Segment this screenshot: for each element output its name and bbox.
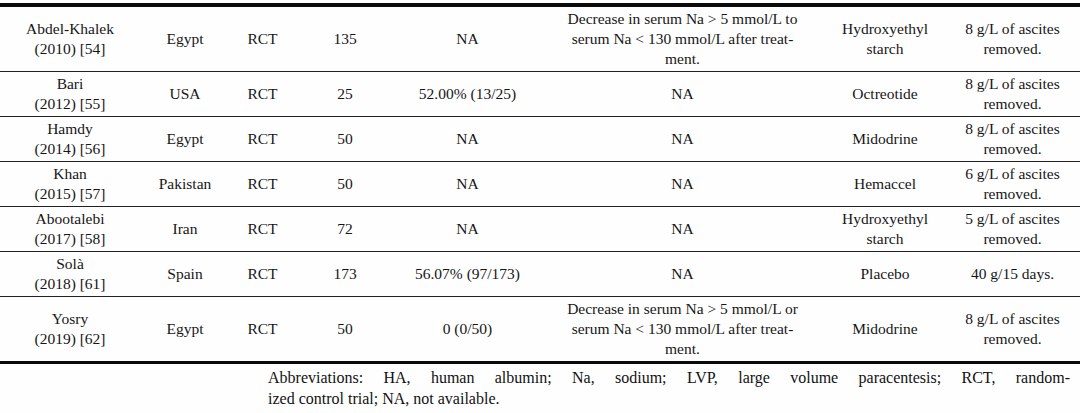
cell-study: Hamdy (2014) [56] <box>0 117 140 162</box>
cell-design: RCT <box>230 72 295 117</box>
abbreviations-footnote: Abbreviations: HA, human albumin; Na, so… <box>268 367 1070 409</box>
cell-response-rate: 52.00% (13/25) <box>395 72 540 117</box>
cell-dose: 8 g/L of ascites removed. <box>945 297 1080 363</box>
cell-intervention: Hydroxyethyl starch <box>825 207 945 252</box>
cell-response-rate: NA <box>395 5 540 72</box>
cell-sample-size: 50 <box>295 117 395 162</box>
cell-design: RCT <box>230 252 295 297</box>
cell-outcome-definition: Decrease in serum Na > 5 mmol/L to serum… <box>540 5 825 72</box>
table-row: Yosry (2019) [62] Egypt RCT 50 0 (0/50) … <box>0 297 1080 363</box>
cell-outcome-definition: NA <box>540 252 825 297</box>
cell-response-rate: 56.07% (97/173) <box>395 252 540 297</box>
cell-study: Solà (2018) [61] <box>0 252 140 297</box>
cell-response-rate: NA <box>395 207 540 252</box>
cell-study: Bari (2012) [55] <box>0 72 140 117</box>
cell-response-rate: NA <box>395 117 540 162</box>
cell-design: RCT <box>230 207 295 252</box>
cell-country: Spain <box>140 252 230 297</box>
cell-design: RCT <box>230 5 295 72</box>
cell-dose: 40 g/15 days. <box>945 252 1080 297</box>
cell-design: RCT <box>230 162 295 207</box>
cell-study: Abootalebi (2017) [58] <box>0 207 140 252</box>
cell-intervention: Octreotide <box>825 72 945 117</box>
table-row: Hamdy (2014) [56] Egypt RCT 50 NA NA Mid… <box>0 117 1080 162</box>
cell-sample-size: 72 <box>295 207 395 252</box>
cell-intervention: Placebo <box>825 252 945 297</box>
cell-design: RCT <box>230 297 295 363</box>
cell-response-rate: 0 (0/50) <box>395 297 540 363</box>
cell-intervention: Midodrine <box>825 297 945 363</box>
cell-outcome-definition: NA <box>540 162 825 207</box>
cell-study: Yosry (2019) [62] <box>0 297 140 363</box>
cell-design: RCT <box>230 117 295 162</box>
cell-sample-size: 50 <box>295 162 395 207</box>
cell-outcome-definition: NA <box>540 72 825 117</box>
footnote-line-2: ized control trial; NA, not available. <box>268 388 1070 409</box>
cell-dose: 6 g/L of ascites removed. <box>945 162 1080 207</box>
cell-response-rate: NA <box>395 162 540 207</box>
cell-country: Egypt <box>140 5 230 72</box>
paper-table-page: Abdel-Khalek (2010) [54] Egypt RCT 135 N… <box>0 3 1080 413</box>
table-row: Bari (2012) [55] USA RCT 25 52.00% (13/2… <box>0 72 1080 117</box>
cell-intervention: Hydroxyethyl starch <box>825 5 945 72</box>
cell-sample-size: 173 <box>295 252 395 297</box>
cell-sample-size: 50 <box>295 297 395 363</box>
cell-outcome-definition: Decrease in serum Na > 5 mmol/L or serum… <box>540 297 825 363</box>
studies-table: Abdel-Khalek (2010) [54] Egypt RCT 135 N… <box>0 3 1080 364</box>
cell-dose: 8 g/L of ascites removed. <box>945 5 1080 72</box>
cell-intervention: Midodrine <box>825 117 945 162</box>
table-row: Solà (2018) [61] Spain RCT 173 56.07% (9… <box>0 252 1080 297</box>
table-row: Khan (2015) [57] Pakistan RCT 50 NA NA H… <box>0 162 1080 207</box>
footnote-line-1: Abbreviations: HA, human albumin; Na, so… <box>268 367 1070 388</box>
cell-outcome-definition: NA <box>540 117 825 162</box>
cell-study: Abdel-Khalek (2010) [54] <box>0 5 140 72</box>
cell-country: USA <box>140 72 230 117</box>
cell-country: Iran <box>140 207 230 252</box>
table-row: Abootalebi (2017) [58] Iran RCT 72 NA NA… <box>0 207 1080 252</box>
cell-intervention: Hemaccel <box>825 162 945 207</box>
cell-sample-size: 25 <box>295 72 395 117</box>
cell-dose: 8 g/L of ascites removed. <box>945 117 1080 162</box>
table-row: Abdel-Khalek (2010) [54] Egypt RCT 135 N… <box>0 5 1080 72</box>
cell-dose: 5 g/L of ascites removed. <box>945 207 1080 252</box>
cell-study: Khan (2015) [57] <box>0 162 140 207</box>
cell-country: Egypt <box>140 117 230 162</box>
cell-sample-size: 135 <box>295 5 395 72</box>
cell-dose: 8 g/L of ascites removed. <box>945 72 1080 117</box>
studies-table-body: Abdel-Khalek (2010) [54] Egypt RCT 135 N… <box>0 5 1080 363</box>
cell-outcome-definition: NA <box>540 207 825 252</box>
cell-country: Egypt <box>140 297 230 363</box>
cell-country: Pakistan <box>140 162 230 207</box>
